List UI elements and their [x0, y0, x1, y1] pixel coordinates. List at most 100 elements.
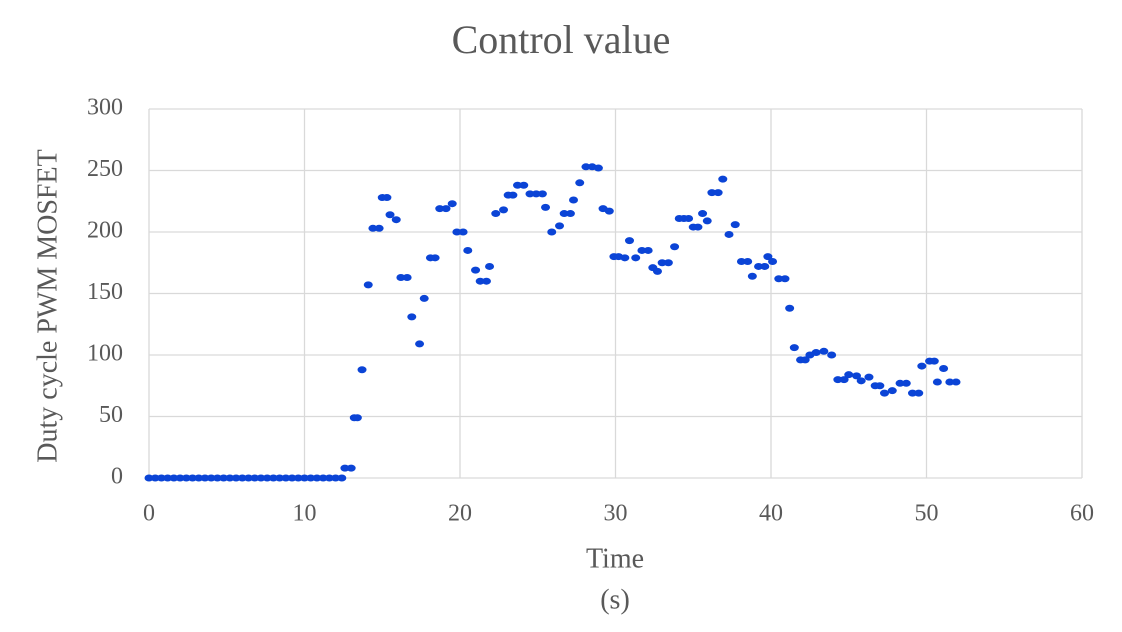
- y-tick-label: 200: [87, 218, 123, 244]
- point: [458, 228, 468, 236]
- point: [785, 304, 795, 312]
- point: [951, 378, 961, 386]
- point: [754, 262, 764, 270]
- point: [760, 262, 770, 270]
- point: [402, 274, 412, 282]
- point: [895, 379, 905, 387]
- point: [485, 262, 495, 270]
- point: [643, 246, 653, 254]
- point: [917, 362, 927, 370]
- point: [441, 205, 451, 213]
- point: [827, 351, 837, 359]
- point: [471, 266, 481, 274]
- point: [318, 474, 328, 482]
- point: [300, 474, 309, 482]
- point: [663, 259, 673, 267]
- point: [880, 389, 890, 397]
- point: [169, 474, 179, 482]
- point: [555, 222, 565, 230]
- point: [575, 179, 585, 187]
- x-tick-label: 10: [293, 501, 317, 527]
- point: [537, 190, 547, 198]
- point: [212, 474, 222, 482]
- point: [819, 347, 829, 355]
- point: [513, 181, 523, 189]
- point: [569, 196, 579, 204]
- y-tick-label: 250: [87, 156, 123, 182]
- point: [875, 382, 885, 390]
- point: [352, 414, 362, 422]
- point: [175, 474, 185, 482]
- point: [914, 389, 924, 397]
- point: [901, 379, 911, 387]
- point: [684, 214, 694, 222]
- point: [698, 210, 708, 218]
- point: [268, 474, 278, 482]
- point: [844, 371, 854, 379]
- point: [620, 254, 630, 262]
- point: [144, 474, 154, 482]
- point: [702, 217, 712, 225]
- point: [475, 277, 485, 285]
- x-axis-label: Time: [586, 543, 644, 574]
- point: [237, 474, 247, 482]
- point: [811, 349, 821, 357]
- point: [430, 254, 440, 262]
- point: [604, 207, 614, 215]
- point: [637, 246, 647, 254]
- point: [368, 224, 378, 232]
- point: [559, 210, 569, 218]
- point: [435, 205, 445, 213]
- point: [908, 389, 918, 397]
- point: [581, 163, 591, 171]
- point: [499, 206, 509, 214]
- y-tick-label: 150: [87, 279, 123, 305]
- point: [447, 200, 457, 208]
- point: [419, 294, 429, 302]
- point: [231, 474, 241, 482]
- point: [374, 224, 384, 232]
- point: [864, 373, 874, 381]
- x-tick-label: 0: [143, 501, 155, 527]
- point: [407, 313, 417, 321]
- point: [194, 474, 204, 482]
- point: [181, 474, 191, 482]
- point: [774, 275, 784, 283]
- point: [396, 274, 406, 282]
- point: [652, 267, 662, 275]
- point: [481, 277, 491, 285]
- point: [939, 365, 949, 373]
- x-axis-unit: (s): [600, 584, 630, 615]
- point: [780, 275, 790, 283]
- point: [188, 474, 198, 482]
- point: [763, 253, 773, 261]
- point: [337, 474, 347, 482]
- point: [593, 164, 603, 172]
- point: [287, 474, 297, 482]
- point: [932, 378, 942, 386]
- point: [631, 254, 641, 262]
- point: [312, 474, 322, 482]
- point: [382, 194, 392, 202]
- point: [929, 357, 939, 365]
- point: [730, 221, 740, 229]
- point: [519, 181, 529, 189]
- point: [718, 175, 728, 183]
- point: [800, 356, 810, 364]
- point: [225, 474, 235, 482]
- x-tick-label: 60: [1070, 501, 1094, 527]
- point: [256, 474, 266, 482]
- point: [385, 211, 395, 219]
- point: [331, 474, 341, 482]
- point: [491, 210, 501, 218]
- point: [244, 474, 254, 482]
- point: [150, 474, 160, 482]
- point: [547, 228, 557, 236]
- point: [789, 344, 799, 352]
- point: [768, 258, 778, 266]
- point: [670, 243, 680, 251]
- point: [833, 376, 843, 384]
- point: [856, 377, 866, 385]
